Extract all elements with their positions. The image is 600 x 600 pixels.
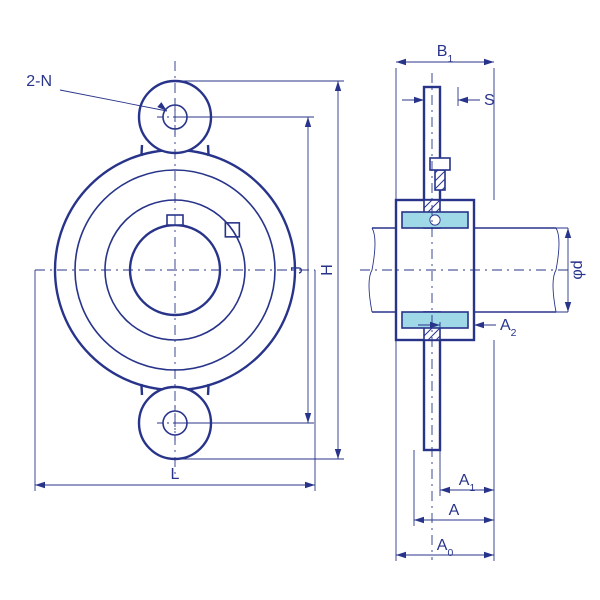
dim-A2: A2 [500, 317, 517, 339]
dim-phi-d: φd [569, 260, 586, 279]
label-2n: 2-N [26, 73, 52, 90]
dim-L: L [171, 466, 180, 483]
dim-B1: B1 [437, 43, 454, 65]
dim-S: S [484, 92, 495, 109]
dim-H: H [319, 264, 336, 276]
dim-J: J [289, 266, 306, 274]
technical-drawing: 2-NLHJB1SA2A1AA0φd [0, 0, 600, 600]
dim-A: A [449, 502, 460, 519]
